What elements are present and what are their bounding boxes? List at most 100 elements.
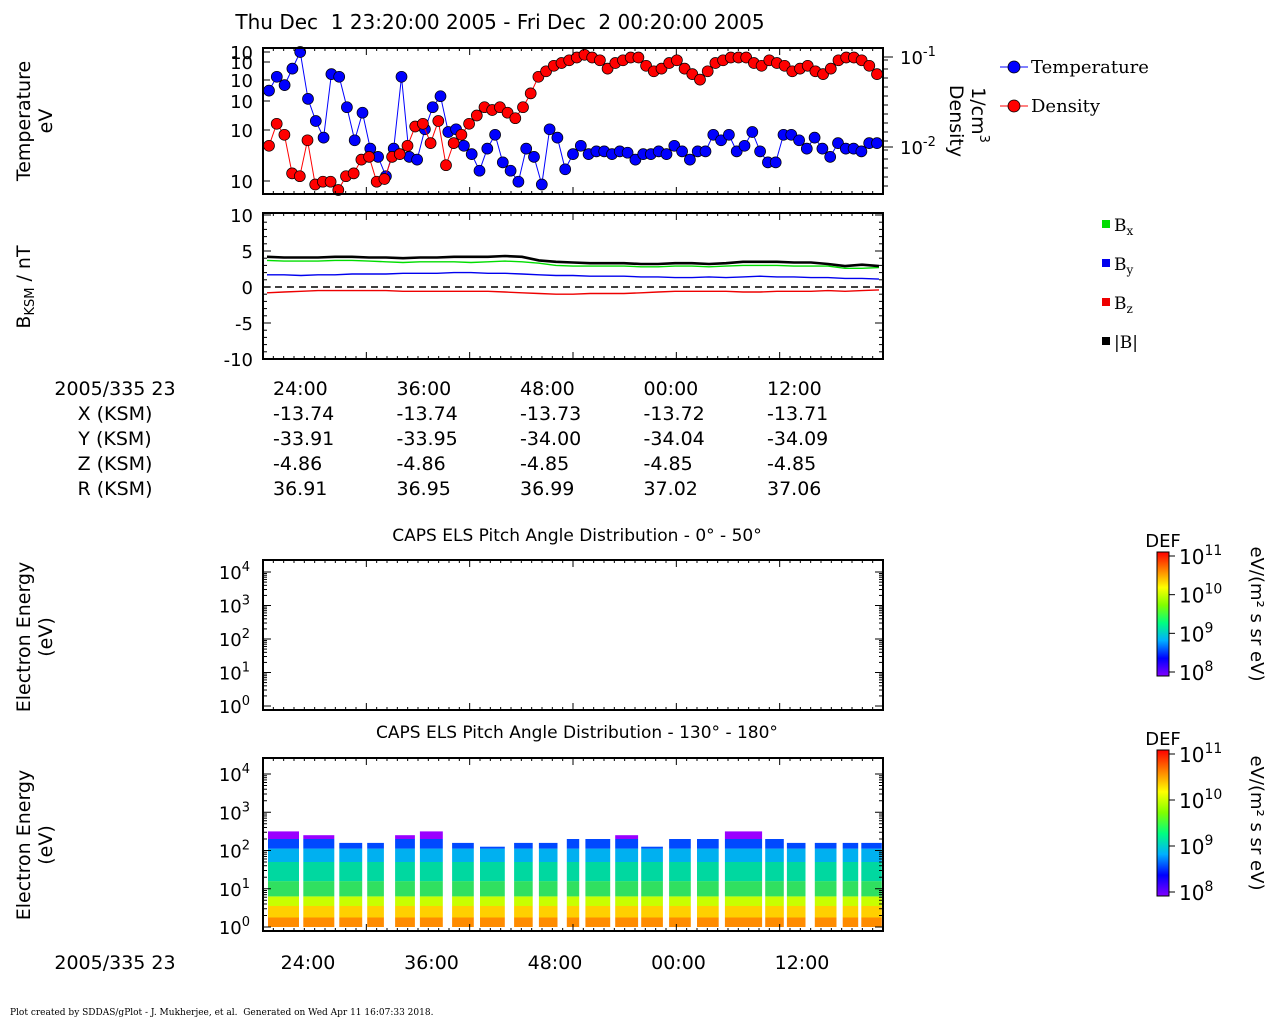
density-point-13 (363, 151, 375, 163)
density-point-15 (378, 173, 391, 185)
temperature-axis-unit: eV (35, 109, 57, 134)
els-pad-0-50-tick-3: 101 (219, 661, 250, 685)
els-pad-0-50-frame (262, 559, 884, 711)
b-legend-marker-2 (1102, 298, 1110, 306)
temperature-point-56 (699, 145, 712, 158)
magnetic-field-axis-label: BKSM / nT (13, 245, 38, 329)
temperature-point-36 (543, 123, 556, 136)
spectrogram-block-6 (452, 842, 474, 927)
ephemeris-row-label-1: Y (KSM) (77, 428, 151, 450)
els-pad-130-180-ticks (262, 758, 884, 931)
temperature-point-9 (333, 70, 346, 83)
ephemeris-row-label-0: X (KSM) (78, 403, 153, 425)
temperature-point-7 (317, 131, 330, 144)
colorbar-1-tick-0: 1011 (1179, 543, 1222, 569)
temperature-tick-0: 10 (230, 43, 253, 64)
density-point-32 (509, 112, 522, 125)
magnetic-field-ticks (262, 213, 884, 360)
temperature-point-78 (871, 137, 883, 149)
density-point-48 (632, 51, 645, 64)
temperature-tick-4: 10 (230, 121, 253, 142)
spectrogram-block-13 (641, 846, 663, 927)
ephemeris-value-3-2: 36.99 (520, 478, 574, 500)
spectrogram-block-18 (786, 842, 806, 927)
magnetic-field-panel: 10 5 0 -5 -10 BKSM / nT Bx By Bz |B| (13, 206, 1138, 371)
temperature-point-6 (309, 115, 322, 127)
density-point-4 (293, 170, 306, 183)
temperature-point-25 (458, 139, 470, 152)
els-pad-130-180-title: CAPS ELS Pitch Angle Distribution - 130°… (376, 723, 778, 743)
colorbar-2-tick-1: 1010 (1179, 787, 1222, 813)
plot-title: Thu Dec 1 23:20:00 2005 - Fri Dec 2 00:2… (234, 10, 764, 34)
colorbar-1-tick-3: 108 (1179, 659, 1213, 685)
temperature-tick-2: 10 (230, 71, 253, 92)
temperature-point-32 (512, 175, 525, 188)
ephemeris-rows: X (KSM) -13.74 -13.74 -13.73 -13.72 -13.71 Y (… (77, 403, 828, 500)
ephemeris-value-0-0: -13.74 (273, 403, 334, 425)
ephemeris-value-1-2: -34.00 (520, 428, 581, 450)
colorbar-1-tick-2: 109 (1179, 620, 1213, 646)
density-point-43 (594, 54, 606, 67)
temperature-tick-1: 10 (230, 53, 253, 74)
ephemeris-table: 2005/335 23 24:00 36:00 48:00 00:00 12:00 X … (54, 378, 828, 500)
els-pad-130-180-time-labels: 24:00 36:00 48:00 00:00 12:00 (281, 952, 830, 974)
ephemeris-value-2-3: -4.85 (644, 453, 693, 475)
colorbar-1-label: DEF (1145, 531, 1181, 552)
density-point-53 (671, 54, 683, 67)
temperature-point-39 (567, 148, 579, 160)
density-point-1 (270, 117, 283, 130)
els-pad-130-180-tick-1: 103 (219, 800, 250, 824)
density-legend-marker (1007, 99, 1021, 113)
spectrogram-block-20 (842, 842, 859, 927)
density-point-56 (694, 73, 706, 86)
temperature-point-65 (769, 156, 782, 169)
ephemeris-time-2: 48:00 (520, 378, 575, 400)
els-pad-130-180-panel: CAPS ELS Pitch Angle Distribution - 130°… (13, 723, 1267, 974)
density-point-78 (863, 59, 876, 72)
b-series-3-line (266, 254, 880, 268)
spectrogram-block-4 (395, 835, 415, 927)
colorbar-1-tick-1: 1010 (1179, 582, 1222, 608)
ephemeris-value-3-4: 37.06 (767, 478, 821, 500)
els-pad-0-50-axis-label: Electron Energy (13, 562, 35, 713)
els-pad-0-50-tick-labels: 104 103 102 101 100 (219, 560, 250, 718)
ephemeris-value-0-1: -13.74 (397, 403, 458, 425)
els-pad-0-50-tick-2: 102 (219, 627, 250, 651)
density-point-34 (524, 87, 537, 100)
density-point-33 (517, 101, 529, 114)
temperature-point-38 (559, 163, 572, 176)
temperature-point-3 (286, 62, 299, 75)
ephemeris-time-ticks: 24:00 36:00 48:00 00:00 12:00 (273, 378, 822, 400)
b-legend-label-3: |B| (1114, 333, 1138, 353)
temperature-point-10 (341, 101, 353, 114)
temperature-tick-5: 10 (230, 172, 253, 193)
b-legend-label-1: By (1114, 255, 1134, 277)
temperature-point-5 (302, 93, 314, 105)
b-legend-marker-3 (1102, 337, 1110, 345)
spectrogram-block-0 (268, 831, 299, 927)
temperature-point-46 (621, 146, 634, 159)
plasma-moments-data (263, 46, 883, 196)
colorbar-1-units: eV/(m² s sr eV) (1246, 547, 1267, 682)
temperature-point-28 (481, 142, 494, 155)
temperature-point-61 (738, 139, 751, 152)
temperature-point-76 (855, 145, 868, 158)
density-point-23 (440, 159, 452, 172)
b-series-2-line (266, 289, 880, 295)
temperature-point-37 (551, 131, 564, 144)
ephemeris-time-3: 00:00 (644, 378, 699, 400)
spectrogram-block-3 (367, 842, 384, 927)
temperature-point-53 (676, 145, 688, 158)
colorbar-2-scale (1156, 749, 1170, 897)
els-pad-0-50-title: CAPS ELS Pitch Angle Distribution - 0° -… (392, 526, 761, 546)
spectrogram-block-14 (669, 839, 691, 927)
ephemeris-time-1: 36:00 (397, 378, 452, 400)
temperature-point-62 (746, 126, 759, 138)
els-pad-130-180-tick-0: 104 (219, 762, 250, 786)
time-label-3: 00:00 (651, 952, 706, 974)
ephemeris-value-0-2: -13.73 (520, 403, 581, 425)
temperature-point-69 (800, 142, 813, 155)
spectrogram-block-5 (419, 831, 443, 927)
